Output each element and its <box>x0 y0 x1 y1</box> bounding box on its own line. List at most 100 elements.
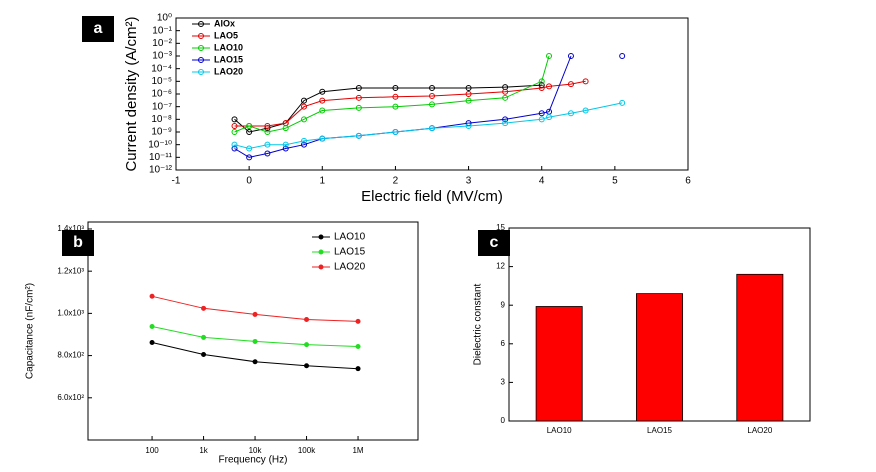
point <box>429 101 435 108</box>
y-axis-label: Dielectric constant <box>473 283 484 365</box>
point <box>619 53 626 59</box>
panel-tag: c <box>490 234 499 251</box>
point <box>201 305 207 311</box>
point <box>319 107 326 114</box>
y-axis-label: Capacitance (nF/cm²) <box>25 283 36 379</box>
series-line <box>234 84 542 133</box>
point <box>355 318 361 324</box>
y-tick-label: 10⁻¹⁰ <box>148 139 172 150</box>
point <box>355 366 361 372</box>
point <box>392 129 399 135</box>
legend-marker <box>198 69 204 75</box>
x-tick-label: -1 <box>172 176 181 187</box>
y-tick-label: 10⁻³ <box>152 51 172 62</box>
point <box>201 352 207 358</box>
x-tick-label: 4 <box>539 176 545 187</box>
plot-frame <box>175 17 689 171</box>
point <box>264 150 271 157</box>
y-tick-label: 10⁻⁹ <box>151 127 172 138</box>
legend-label: LAO20 <box>334 262 366 273</box>
point <box>546 83 553 90</box>
point <box>252 311 258 317</box>
y-tick-label: 10⁰ <box>157 13 172 24</box>
y-tick-label: 10⁻⁵ <box>151 76 172 87</box>
point <box>355 94 362 101</box>
point <box>538 116 545 123</box>
x-tick-label: 6 <box>685 176 691 187</box>
y-tick-label: 10⁻⁴ <box>151 63 172 74</box>
point <box>301 103 307 110</box>
point <box>246 129 253 135</box>
point <box>149 340 155 346</box>
point <box>465 97 472 104</box>
point <box>246 122 253 129</box>
point <box>538 110 545 117</box>
point <box>319 97 326 104</box>
point <box>301 137 307 144</box>
point <box>502 120 509 127</box>
y-tick-label: 1.0x10³ <box>57 308 84 317</box>
x-tick-label: 0 <box>246 176 252 187</box>
point <box>465 84 472 91</box>
point <box>231 129 238 135</box>
legend-label: LAO10 <box>334 232 366 243</box>
legend-marker <box>318 249 324 255</box>
legend-label: LAO10 <box>214 42 243 52</box>
x-tick-label: 5 <box>612 176 618 187</box>
y-tick-label: 9 <box>501 300 506 309</box>
point <box>429 84 435 91</box>
point <box>429 92 435 99</box>
point <box>392 84 399 91</box>
y-tick-label: 0 <box>501 416 506 425</box>
point <box>355 344 361 350</box>
point <box>567 81 574 88</box>
point <box>502 94 509 101</box>
point <box>304 316 310 322</box>
series-line <box>151 295 359 322</box>
legend-marker <box>198 33 204 39</box>
bar <box>636 293 683 422</box>
point <box>546 53 553 59</box>
point <box>355 132 362 139</box>
y-tick-label: 1.2x10³ <box>57 266 84 275</box>
point <box>502 88 509 95</box>
panel-tag-box <box>82 16 114 42</box>
legend-marker <box>198 21 204 27</box>
point <box>538 84 545 91</box>
x-tick-label: 2 <box>393 176 399 187</box>
legend-marker <box>318 234 324 240</box>
legend-marker <box>198 57 204 63</box>
point <box>231 116 238 123</box>
x-axis-label: Frequency (Hz) <box>219 455 288 466</box>
x-tick-label: LAO10 <box>547 426 572 435</box>
point <box>252 338 258 344</box>
point <box>301 116 307 123</box>
y-tick-label: 1.4x10³ <box>57 224 84 233</box>
y-tick-label: 15 <box>496 223 505 232</box>
y-tick-label: 8.0x10² <box>57 351 84 360</box>
bar <box>535 306 583 422</box>
x-tick-label: LAO20 <box>747 426 772 435</box>
point <box>582 107 589 114</box>
y-tick-label: 6.0x10² <box>57 393 84 402</box>
point <box>301 97 307 104</box>
legend-label: AlOx <box>214 18 235 28</box>
y-tick-label: 10⁻⁶ <box>151 89 172 100</box>
x-tick-label: LAO15 <box>647 426 672 435</box>
panel-tag: b <box>73 234 83 251</box>
point <box>149 293 155 299</box>
x-tick-label: 100 <box>145 446 159 455</box>
point <box>252 359 258 365</box>
y-tick-label: 12 <box>496 262 505 271</box>
legend-label: LAO15 <box>334 247 366 258</box>
x-tick-label: 3 <box>466 176 472 187</box>
point <box>465 122 472 129</box>
legend-label: LAO15 <box>214 54 243 64</box>
y-tick-label: 10⁻⁷ <box>152 101 172 112</box>
point <box>149 323 155 329</box>
point <box>231 122 238 129</box>
point <box>567 53 574 59</box>
point <box>246 145 253 152</box>
x-tick-label: 1M <box>352 446 363 455</box>
